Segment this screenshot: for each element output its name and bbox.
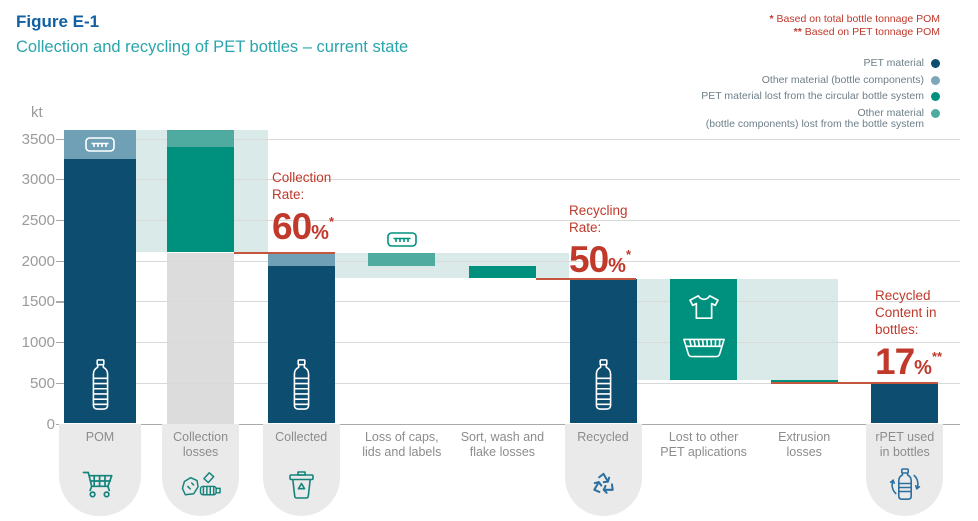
bar-segment-caps-losses: [368, 253, 436, 267]
cart-icon: [82, 469, 118, 499]
axis-tick: [56, 179, 64, 181]
gridline: [63, 301, 960, 303]
bottle-icon: [592, 359, 615, 410]
bar-segment-collection-losses: [167, 146, 235, 253]
axis-tick: [56, 423, 64, 425]
cap-icon: [85, 137, 115, 152]
y-tick-label: 3000: [21, 171, 55, 189]
category-label-lost-other-pet: Lost to other PET aplications: [660, 430, 747, 459]
label-pill: [59, 424, 141, 517]
annotation-value: 17%**: [875, 341, 943, 382]
legend: PET material Other material (bottle compo…: [701, 57, 940, 136]
label-pill: [162, 424, 240, 517]
footnote: ** Based on PET tonnage POM: [793, 26, 940, 38]
gridline: [63, 382, 960, 384]
category-label-collected: Collected: [275, 430, 328, 444]
annotation-recycled-content: Recycled Content in bottles: 17%**: [875, 288, 943, 382]
legend-item: PET material: [701, 57, 940, 70]
y-tick-label: 3500: [21, 130, 55, 148]
bin-icon: [288, 468, 315, 500]
legend-item-label: PET material: [863, 57, 925, 69]
gridline: [63, 179, 960, 181]
bar-segment-lost-other-pet: [670, 278, 738, 380]
gridline: [63, 260, 960, 262]
bar-segment-extrusion-losses: [770, 379, 838, 382]
legend-item-label: Other material (bottle components) lost f…: [705, 106, 924, 130]
y-tick-label: 2000: [21, 252, 55, 270]
bar-segment-pom: [64, 158, 136, 424]
legend-color-dot: [931, 75, 940, 85]
annotation-recycling-rate: Recycling Rate: 50%*: [569, 203, 632, 280]
bottle-cycle-icon: [888, 466, 922, 503]
bar-segment-sort-losses: [468, 266, 536, 278]
category-label-collection-losses: Collection losses: [173, 430, 229, 459]
gridline: [63, 342, 960, 344]
annotation-value: 50%*: [569, 239, 632, 280]
rate-line: [770, 381, 939, 384]
legend-item: Other material (bottle components): [701, 73, 940, 87]
bar-segment-rpet: [871, 382, 939, 424]
category-label-rpet: rPET used in bottles: [875, 430, 935, 459]
category-label-sort-losses: Sort, wash and flake losses: [460, 430, 545, 459]
bottle-icon: [290, 359, 313, 410]
category-label-pom: POM: [85, 430, 115, 444]
tshirt-icon: [687, 293, 721, 321]
figure-label: Figure E-1: [16, 12, 100, 31]
gridline: [63, 219, 960, 221]
legend-color-dot: [931, 59, 940, 68]
legend-item: PET material lost from the circular bott…: [701, 90, 940, 103]
cap-icon: [386, 231, 417, 247]
axis-tick: [56, 260, 64, 262]
legend-item: Other material (bottle components) lost f…: [701, 106, 940, 131]
rate-line: [535, 277, 637, 280]
gridline: [63, 423, 960, 425]
label-pill: [866, 424, 944, 517]
legend-item-label: PET material lost from the circular bott…: [701, 90, 924, 102]
axis-tick: [56, 382, 64, 384]
axis-tick: [56, 342, 64, 344]
bar-segment-collected: [267, 252, 335, 267]
label-pill: [262, 424, 340, 517]
category-label-extrusion-losses: Extrusion losses: [778, 430, 831, 459]
category-label-caps-losses: Loss of caps, lids and labels: [362, 430, 442, 459]
legend-item-label: Other material (bottle components): [761, 73, 924, 86]
bottle-icon: [89, 359, 112, 410]
figure-title: Collection and recycling of PET bottles …: [16, 38, 409, 56]
legend-color-dot: [931, 92, 940, 101]
rate-line: [234, 251, 335, 254]
y-tick-label: 1500: [21, 293, 55, 311]
y-tick-label: 500: [29, 374, 55, 392]
y-tick-label: 1000: [21, 334, 55, 352]
recycle-icon: [587, 470, 620, 499]
annotation-collection-rate: Collection Rate: 60%*: [272, 170, 335, 247]
bar-segment-collected: [267, 266, 335, 424]
y-axis-unit: kt: [31, 104, 43, 121]
footnotes: * Based on total bottle tonnage POM ** Ba…: [770, 13, 940, 39]
axis-tick: [56, 138, 64, 140]
bar-segment-collection-losses: [167, 130, 235, 147]
label-pill: [564, 424, 642, 517]
flow-band: [636, 278, 838, 380]
litter-icon: [179, 469, 222, 499]
y-tick-label: 0: [46, 415, 55, 433]
axis-tick: [56, 301, 64, 303]
y-tick-label: 2500: [21, 211, 55, 229]
category-label-recycled: Recycled: [577, 430, 629, 444]
bar-segment-pom: [64, 130, 136, 159]
annotation-value: 60%*: [272, 206, 335, 247]
legend-color-dot: [931, 108, 940, 118]
tray-icon: [682, 337, 726, 359]
axis-tick: [56, 219, 64, 222]
footnote: * Based on total bottle tonnage POM: [769, 13, 940, 25]
gridline: [63, 138, 960, 140]
ghost-bar: [167, 252, 235, 424]
